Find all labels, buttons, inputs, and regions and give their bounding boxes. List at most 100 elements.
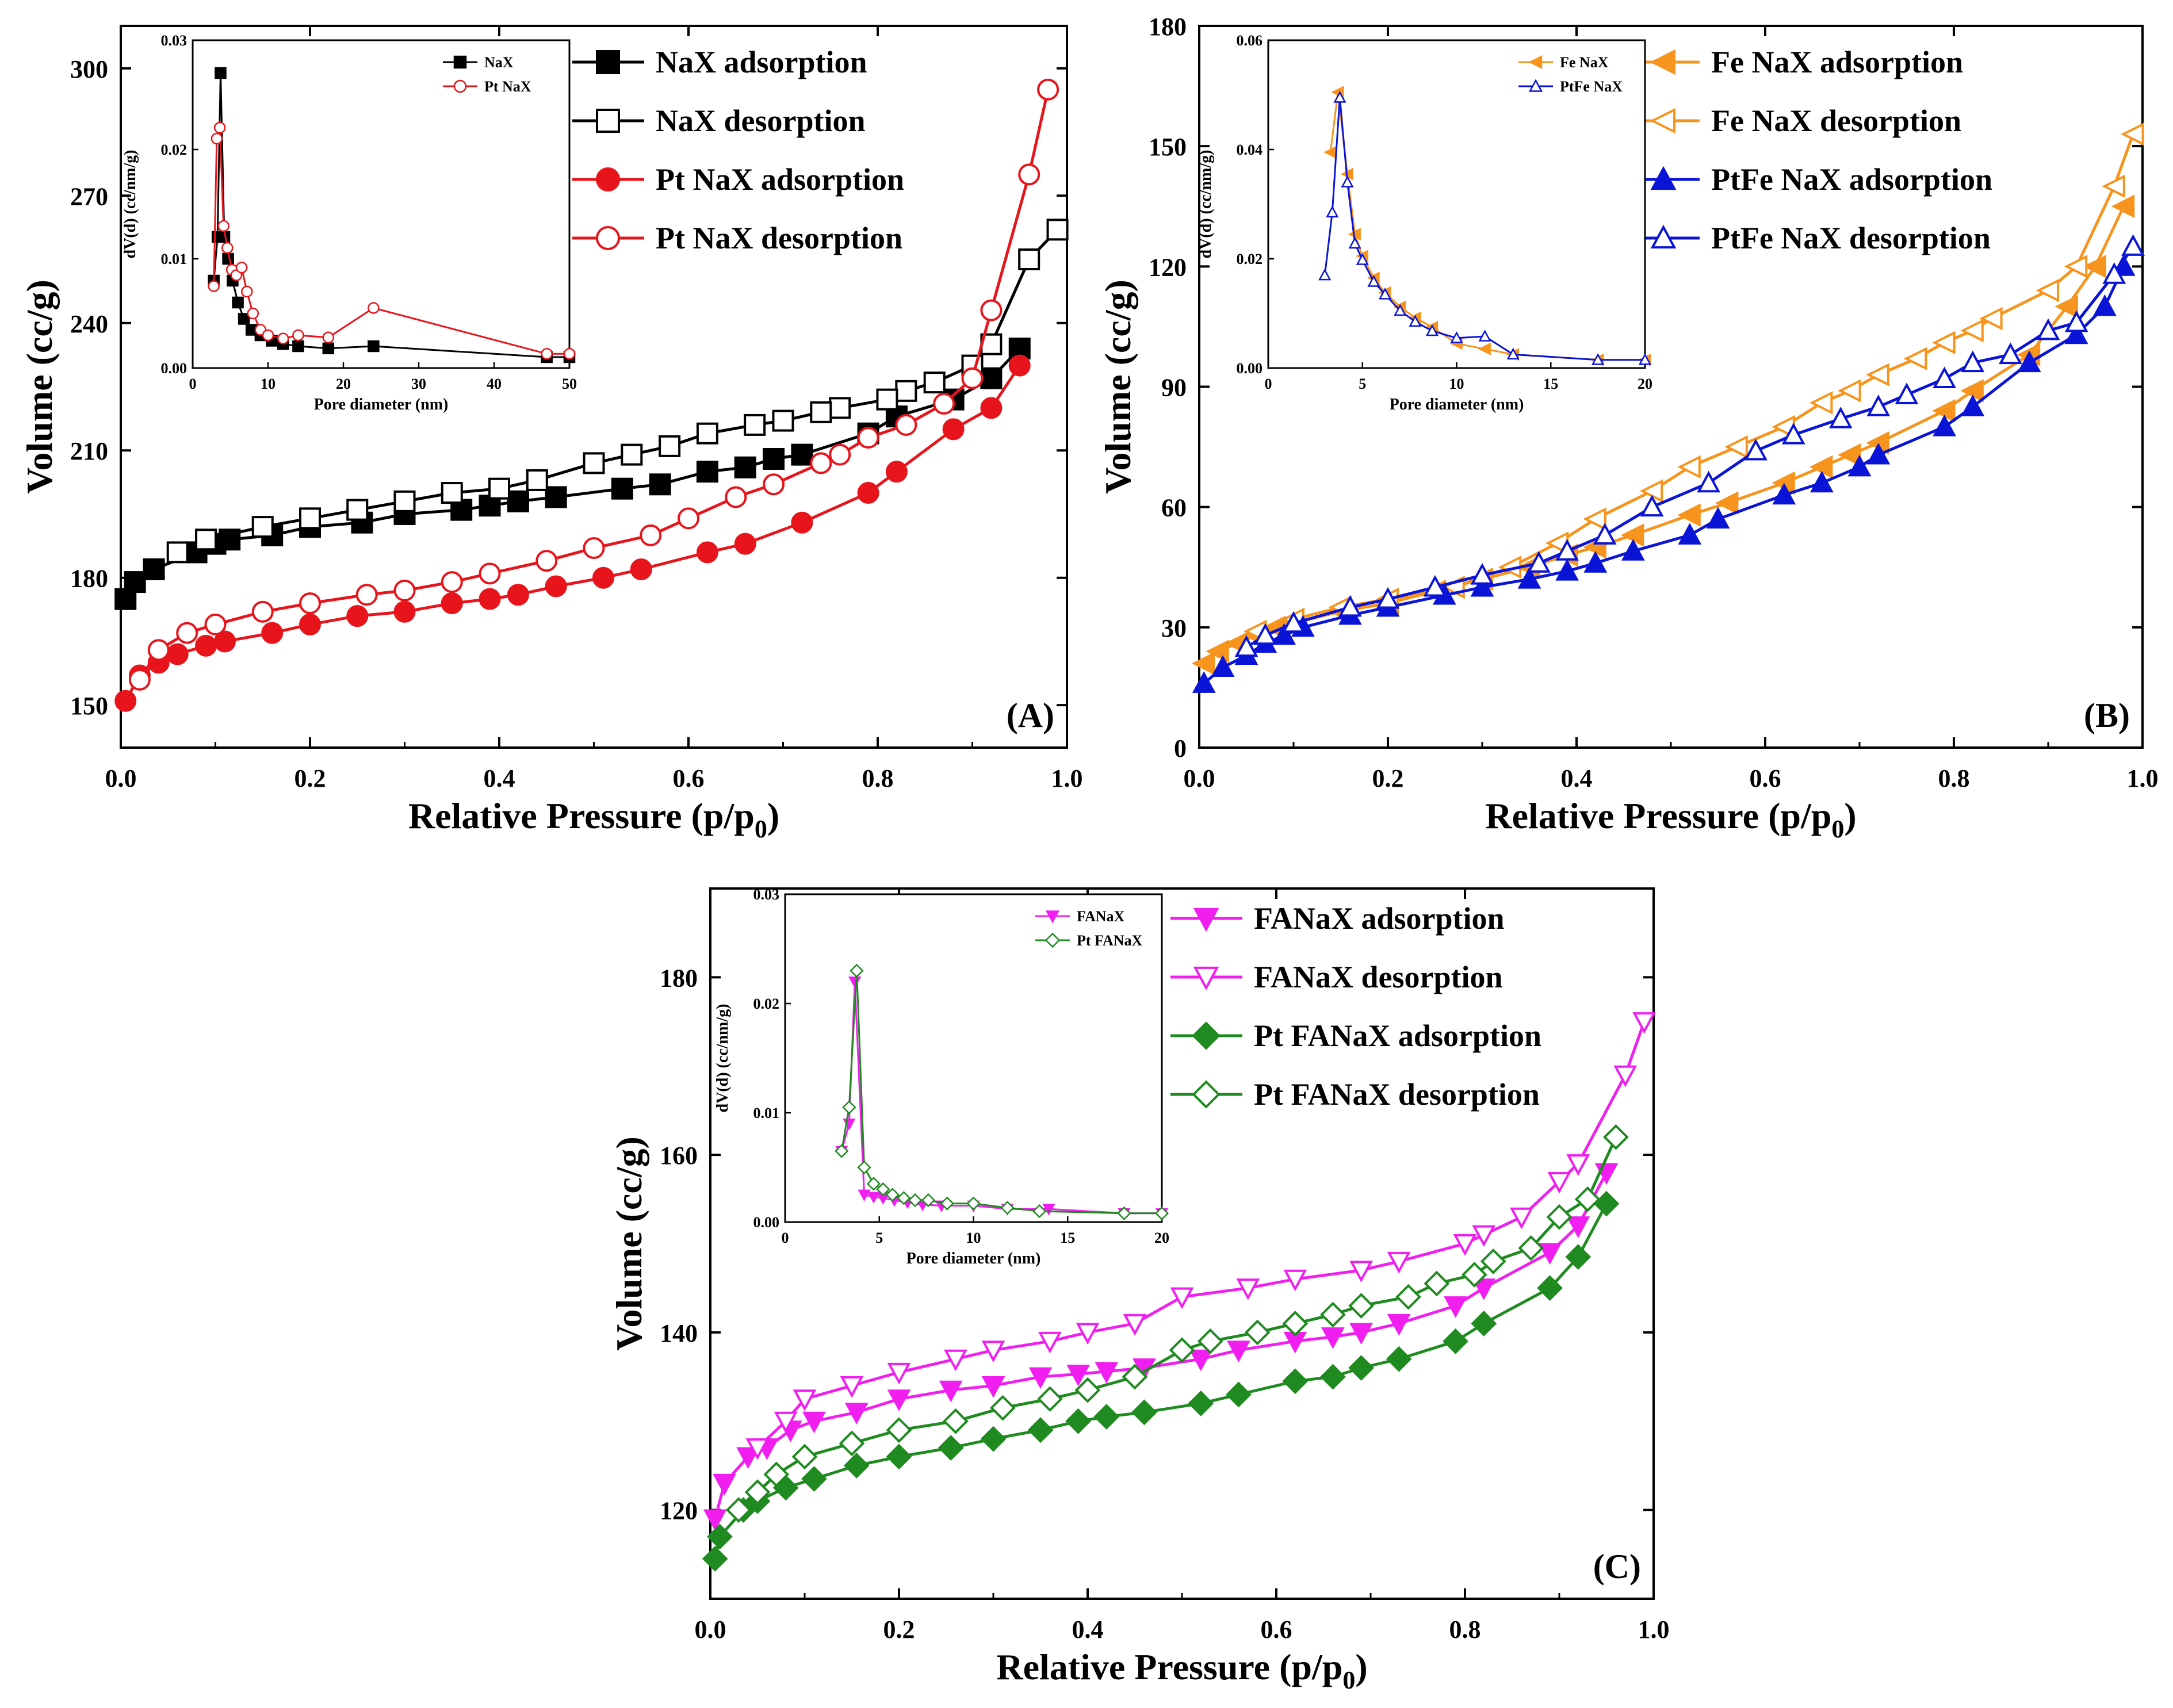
- inset-data-point: [1318, 268, 1332, 281]
- data-point: [1348, 1293, 1374, 1319]
- inset-y-tick-label: 0.00: [753, 1214, 780, 1231]
- data-point: [1462, 1262, 1487, 1288]
- x-axis-title-main: Relative Pressure (p/p: [996, 1646, 1342, 1687]
- data-point: [980, 367, 1003, 389]
- data-point: [393, 600, 416, 623]
- y-tick-label: 60: [1161, 494, 1187, 522]
- data-point: [1979, 307, 2003, 331]
- x-tick-label: 0.4: [484, 764, 515, 792]
- data-point: [1018, 163, 1040, 186]
- data-point: [441, 592, 463, 614]
- data-point: [1772, 482, 1796, 505]
- data-point: [355, 584, 378, 606]
- data-point: [713, 1473, 736, 1496]
- legend-marker: [596, 50, 620, 74]
- data-point: [1066, 1364, 1090, 1387]
- inset-x-axis-title: Pore diameter (nm): [1390, 396, 1524, 413]
- data-point: [857, 427, 879, 449]
- legend-entry: FANaX desorption: [1254, 960, 1503, 994]
- data-point: [725, 486, 747, 508]
- x-axis-title-sub: 0: [1342, 1666, 1355, 1694]
- inset-data-point: [1341, 175, 1354, 187]
- data-point: [143, 558, 165, 580]
- data-point: [1781, 422, 1805, 445]
- data-point: [801, 1466, 827, 1492]
- data-point: [1527, 551, 1551, 573]
- inset-data-point: [1333, 91, 1346, 103]
- inset-legend-marker: [453, 79, 467, 93]
- x-axis-title-tail: ): [1355, 1646, 1367, 1687]
- panel-C: 0.0 0.2 0.4 0.6 0.8 1.0 120 140 160 180 Relative P…: [609, 886, 1670, 1694]
- x-tick-label: 0.2: [1372, 764, 1404, 792]
- inset-data-point: [1042, 1204, 1055, 1216]
- inset-data-point: [1638, 353, 1652, 365]
- data-point: [1027, 1417, 1054, 1443]
- inset-y-tick-label: 0.04: [1237, 141, 1263, 158]
- inset-y-tick-label: 0.03: [161, 32, 188, 49]
- data-point: [176, 622, 198, 644]
- data-point: [2102, 174, 2125, 198]
- data-point: [829, 443, 851, 466]
- data-point: [1018, 248, 1040, 271]
- inset-data-point: [1348, 236, 1361, 249]
- series-line-1: [756, 1021, 1646, 1449]
- inset-frame: [784, 893, 1163, 1223]
- x-axis-title-sub: 0: [755, 815, 767, 843]
- data-point: [774, 1411, 798, 1434]
- data-point: [2083, 255, 2106, 278]
- x-tick-label: 0.6: [673, 764, 705, 792]
- x-axis-title-main: Relative Pressure (p/p: [1485, 795, 1831, 836]
- y-axis-title: Volume (cc/g): [19, 279, 60, 494]
- data-point: [166, 541, 189, 564]
- x-tick-label: 0.0: [1184, 764, 1215, 792]
- data-point: [441, 571, 463, 593]
- data-point: [1076, 1323, 1100, 1345]
- inset-x-tick-label: 20: [1154, 1230, 1169, 1246]
- inset-data-point: [897, 1191, 911, 1205]
- data-point: [1170, 1287, 1194, 1309]
- data-point: [1348, 1355, 1374, 1381]
- data-point: [1472, 1278, 1496, 1300]
- x-tick-label: 0.4: [1561, 764, 1593, 792]
- data-point: [393, 490, 416, 512]
- inset-data-point: [368, 302, 380, 314]
- data-point: [1555, 539, 1579, 561]
- inset-x-axis-title: Pore diameter (nm): [906, 1250, 1041, 1267]
- legend: Fe NaX adsorption Fe NaX desorption PtFe N…: [1628, 45, 1992, 255]
- inset-data-point: [1378, 288, 1392, 300]
- data-point: [2036, 278, 2059, 302]
- inset-data-point: [1326, 205, 1339, 218]
- data-point: [793, 1389, 817, 1411]
- inset-legend-entry: NaX: [484, 54, 514, 71]
- data-point: [1095, 1362, 1119, 1384]
- data-point: [592, 566, 614, 589]
- data-point: [876, 388, 898, 411]
- data-point: [124, 571, 146, 593]
- inset-data-point: [866, 1177, 881, 1191]
- inset-y-tick-label: 0.02: [1237, 251, 1263, 267]
- inset-y-axis-title: dV(d) (cc/nm/g): [1197, 150, 1215, 259]
- data-point: [933, 393, 955, 415]
- data-point: [1960, 319, 1984, 343]
- data-point: [944, 1349, 967, 1372]
- data-point: [147, 639, 170, 661]
- y-tick-label: 180: [70, 565, 108, 593]
- data-point: [1583, 507, 1606, 531]
- data-point: [299, 507, 321, 530]
- x-tick-label: 0.8: [862, 764, 894, 792]
- data-point: [1593, 523, 1617, 545]
- data-point: [1211, 655, 1235, 677]
- data-point: [1283, 1269, 1307, 1292]
- data-point: [1518, 1235, 1544, 1261]
- data-point: [745, 1438, 770, 1460]
- data-point: [1603, 1124, 1629, 1150]
- legend: NaX adsorption NaX desorption Pt NaX adsor…: [572, 45, 904, 255]
- x-tick-label: 0.8: [1938, 764, 1970, 792]
- legend-entry: Pt FANaX desorption: [1254, 1077, 1540, 1112]
- inset-A: 0 10 20 30 40 50 0.00 0.01 0.02 0.03 Pore diameter…: [121, 32, 577, 413]
- data-point: [1122, 1364, 1148, 1390]
- data-point: [1538, 1243, 1562, 1265]
- data-point: [1697, 470, 1720, 493]
- inset-C: 0 5 10 15 20 0.00 0.01 0.02 0.03 Pore diameter (n…: [714, 886, 1169, 1267]
